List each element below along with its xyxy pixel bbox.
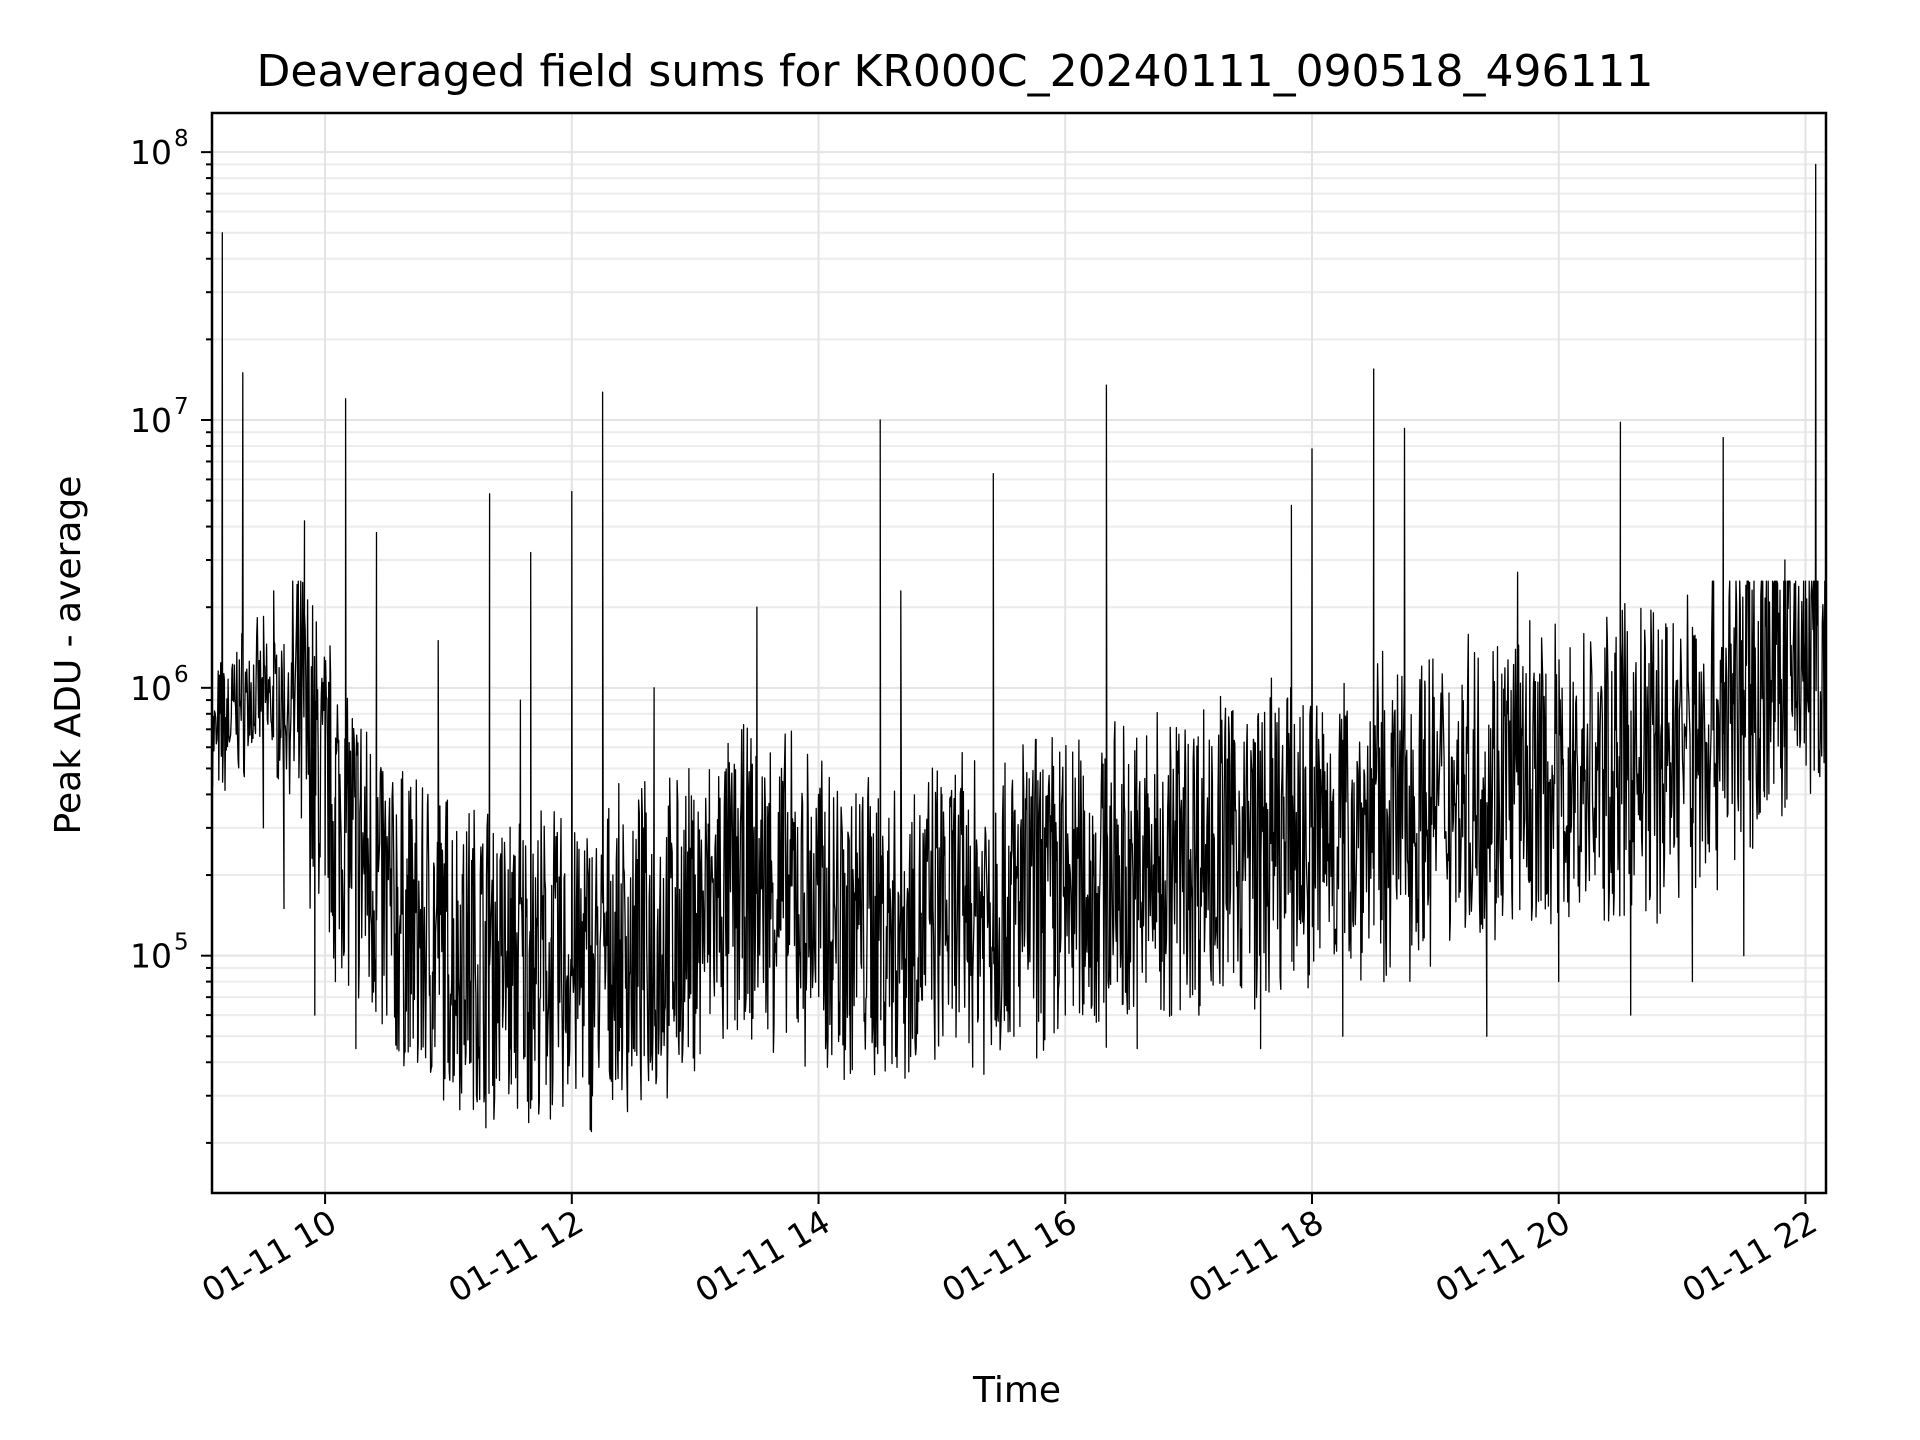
x-tick-label: 01-11 14 <box>689 1202 837 1310</box>
x-tick-label: 01-11 16 <box>935 1202 1083 1310</box>
series-line <box>211 163 1827 1133</box>
y-tick-exponent: 7 <box>174 394 189 420</box>
y-tick-label: 10 <box>130 937 172 976</box>
chart-title: Deaveraged field sums for KR000C_2024011… <box>257 46 1654 97</box>
x-axis-label: Time <box>972 1370 1061 1411</box>
y-tick-exponent: 5 <box>174 930 189 956</box>
y-tick-label: 10 <box>130 133 172 172</box>
x-tick-label: 01-11 10 <box>195 1202 343 1310</box>
x-axis: 01-11 10 01-11 12 01-11 14 01-11 16 01-11 18… <box>195 1193 1823 1310</box>
x-tick-label: 01-11 12 <box>442 1202 590 1310</box>
y-tick-label: 10 <box>130 669 172 708</box>
y-axis-label: Peak ADU - average <box>48 476 89 835</box>
y-tick-exponent: 6 <box>174 662 189 688</box>
x-tick-label: 01-11 18 <box>1182 1202 1330 1310</box>
y-tick-label: 10 <box>130 401 172 440</box>
plot-frame <box>210 111 1828 1195</box>
x-tick-label: 01-11 20 <box>1429 1202 1577 1310</box>
y-tick-exponent: 8 <box>174 126 189 152</box>
x-tick-label: 01-11 22 <box>1675 1202 1823 1310</box>
